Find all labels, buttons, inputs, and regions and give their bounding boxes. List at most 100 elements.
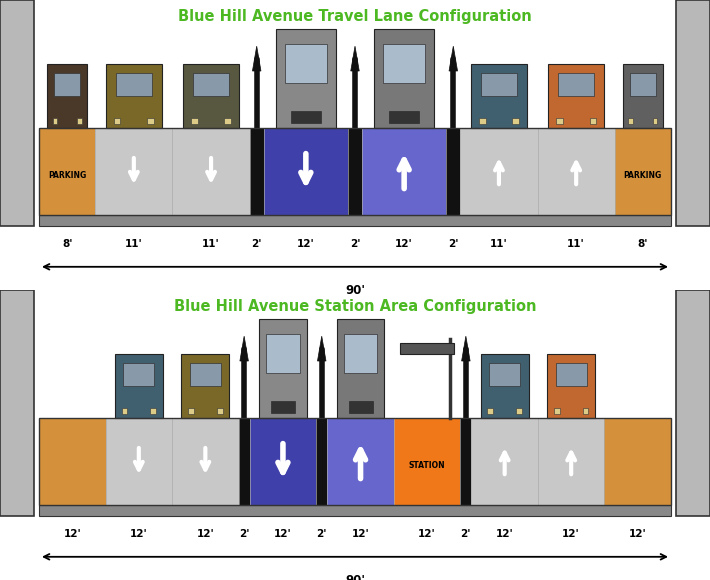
Bar: [181, 354, 229, 418]
Bar: [54, 74, 80, 96]
Bar: [0, 0, 34, 226]
Bar: [53, 118, 58, 124]
Text: 12': 12': [130, 528, 148, 539]
Bar: [224, 118, 231, 124]
Bar: [259, 319, 307, 418]
Bar: [538, 418, 604, 505]
Text: 11': 11': [490, 238, 508, 249]
Text: PARKING: PARKING: [624, 171, 662, 180]
Text: Blue Hill Avenue Travel Lane Configuration: Blue Hill Avenue Travel Lane Configurati…: [178, 9, 532, 24]
Text: 12': 12': [629, 528, 647, 539]
Bar: [115, 354, 163, 418]
Bar: [623, 64, 663, 128]
Bar: [516, 408, 522, 414]
Bar: [217, 408, 222, 414]
Bar: [471, 418, 538, 505]
Bar: [349, 401, 373, 413]
Bar: [106, 64, 162, 128]
Bar: [188, 408, 194, 414]
Text: 12': 12': [197, 528, 214, 539]
Bar: [39, 215, 671, 226]
Bar: [479, 118, 486, 124]
Text: 12': 12': [496, 528, 513, 539]
Text: 11': 11': [567, 238, 585, 249]
Text: 8': 8': [62, 238, 72, 249]
Bar: [489, 363, 520, 386]
Text: PARKING: PARKING: [48, 171, 86, 180]
Bar: [250, 418, 316, 505]
Bar: [383, 44, 425, 84]
Bar: [615, 128, 671, 215]
Text: 12': 12': [351, 528, 369, 539]
Bar: [190, 363, 221, 386]
Polygon shape: [462, 336, 470, 361]
Text: 12': 12': [63, 528, 81, 539]
Bar: [147, 118, 154, 124]
Bar: [556, 363, 586, 386]
Bar: [116, 74, 152, 96]
Polygon shape: [253, 46, 261, 71]
Bar: [95, 128, 173, 215]
Bar: [652, 118, 657, 124]
Bar: [556, 118, 563, 124]
Polygon shape: [317, 336, 326, 361]
Bar: [39, 128, 671, 215]
Text: 2': 2': [317, 528, 327, 539]
Text: 12': 12': [297, 238, 315, 249]
Bar: [263, 128, 348, 215]
Bar: [583, 408, 589, 414]
Text: 11': 11': [125, 238, 143, 249]
Bar: [344, 334, 377, 374]
Bar: [266, 334, 300, 374]
Text: 2': 2': [251, 238, 262, 249]
Bar: [239, 418, 250, 505]
Bar: [676, 290, 710, 516]
Text: 90': 90': [345, 574, 365, 580]
Text: 11': 11': [202, 238, 220, 249]
Text: 12': 12': [274, 528, 292, 539]
Bar: [124, 363, 154, 386]
Bar: [47, 64, 87, 128]
Bar: [558, 74, 594, 96]
Bar: [548, 64, 604, 128]
Bar: [290, 111, 321, 122]
Bar: [316, 418, 327, 505]
Bar: [173, 128, 250, 215]
Bar: [400, 343, 454, 353]
Bar: [547, 354, 595, 418]
Bar: [39, 128, 95, 215]
Bar: [460, 418, 471, 505]
Bar: [151, 408, 156, 414]
Bar: [630, 74, 656, 96]
Bar: [0, 290, 34, 516]
Text: 90': 90': [345, 284, 365, 296]
Bar: [39, 505, 671, 516]
Bar: [537, 128, 615, 215]
Bar: [604, 418, 671, 505]
Text: 12': 12': [562, 528, 580, 539]
Bar: [106, 418, 172, 505]
Polygon shape: [449, 46, 457, 71]
Bar: [114, 118, 121, 124]
Bar: [327, 418, 394, 505]
Bar: [39, 418, 106, 505]
Text: 12': 12': [395, 238, 413, 249]
Bar: [394, 418, 460, 505]
Bar: [676, 0, 710, 226]
Bar: [172, 418, 239, 505]
Bar: [271, 401, 295, 413]
Bar: [191, 118, 197, 124]
Bar: [628, 118, 633, 124]
Bar: [250, 128, 263, 215]
Bar: [389, 111, 420, 122]
Bar: [39, 128, 671, 215]
Bar: [488, 408, 493, 414]
Bar: [600, 141, 671, 215]
Bar: [447, 128, 460, 215]
Bar: [39, 141, 110, 215]
Bar: [39, 418, 671, 505]
Bar: [589, 118, 596, 124]
Bar: [337, 319, 385, 418]
Bar: [39, 418, 671, 505]
Bar: [513, 118, 519, 124]
